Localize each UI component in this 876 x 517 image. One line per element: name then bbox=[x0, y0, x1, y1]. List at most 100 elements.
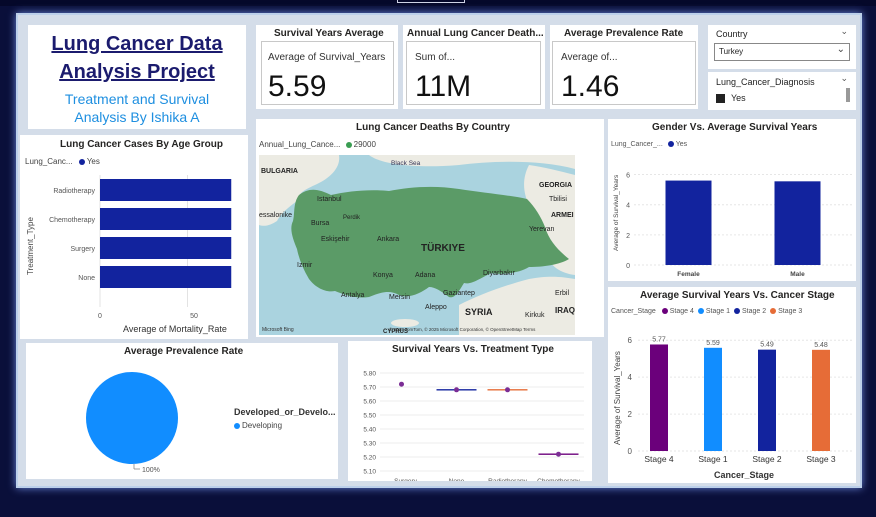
age-tick-0: 0 bbox=[98, 313, 102, 320]
age-bar[interactable] bbox=[100, 179, 232, 201]
kpi-deaths-header: Annual Lung Cancer Death... bbox=[407, 28, 544, 39]
treat-point[interactable] bbox=[556, 451, 561, 457]
country-dropdown[interactable]: Turkey ⌄ bbox=[714, 43, 850, 61]
age-category-label: Radiotherapy bbox=[53, 188, 95, 195]
map-labels: Black Sea BULGARIA GEORGIA Tbilisi ARMEI… bbox=[259, 160, 575, 335]
treat-y-tick: 5.10 bbox=[363, 469, 376, 476]
report-subtitle-line1: Treatment and Survival bbox=[64, 91, 210, 107]
report-canvas: Lung Cancer Data Analysis Project Treatm… bbox=[16, 13, 862, 488]
treat-point[interactable] bbox=[505, 387, 510, 393]
pie-slice-label: 100% bbox=[142, 467, 160, 474]
map-label: Gaziantep bbox=[443, 290, 475, 297]
kpi-deaths-card[interactable]: Annual Lung Cancer Death... Sum of... 11… bbox=[403, 25, 545, 109]
kpi-deaths-box: Sum of... 11M bbox=[406, 41, 541, 105]
gender-legend-name: Lung_Cancer_... bbox=[611, 141, 663, 148]
map-area[interactable]: Black Sea BULGARIA GEORGIA Tbilisi ARMEI… bbox=[259, 155, 575, 335]
stage-bar[interactable] bbox=[650, 344, 668, 451]
treat-point[interactable] bbox=[399, 381, 404, 387]
stage-bar[interactable] bbox=[704, 347, 722, 451]
legend-dot-icon bbox=[770, 308, 777, 315]
map-label: Ankara bbox=[377, 236, 399, 243]
country-dropdown-value: Turkey bbox=[719, 47, 744, 56]
report-title-line2: Analysis Project bbox=[59, 61, 215, 83]
treatment-chart[interactable]: Survival Years Vs. Treatment Type 5.80 5.… bbox=[348, 341, 592, 481]
legend-dot-icon bbox=[734, 308, 740, 315]
checkbox-checked-icon[interactable] bbox=[716, 94, 725, 103]
stage-category-label: Stage 1 bbox=[698, 454, 728, 464]
stage-data-label: 5.59 bbox=[706, 340, 720, 347]
stage-chart-ylabel: Average of Survival_Years bbox=[613, 351, 622, 445]
stage-data-label: 5.77 bbox=[652, 336, 666, 343]
gender-category-label: Female bbox=[677, 271, 700, 278]
top-bar bbox=[0, 0, 876, 6]
country-slicer: Country ⌄ Turkey ⌄ bbox=[708, 25, 856, 69]
prevalence-legend-item: Developing bbox=[242, 421, 283, 430]
stage-category-label: Stage 3 bbox=[806, 454, 836, 464]
diagnosis-slicer-collapse[interactable]: ⌄ bbox=[840, 74, 848, 84]
map-label: Konya bbox=[373, 272, 393, 279]
prevalence-pie: 100% bbox=[86, 372, 178, 474]
pie-slice-developing[interactable] bbox=[86, 372, 178, 464]
stage-category-label: Stage 4 bbox=[644, 454, 674, 464]
kpi-prevalence-card[interactable]: Average Prevalence Rate Average of... 1.… bbox=[550, 25, 698, 109]
gender-bar[interactable] bbox=[774, 181, 821, 265]
top-bar-tab[interactable] bbox=[397, 0, 465, 3]
age-category-label: Surgery bbox=[70, 246, 95, 253]
gender-bar[interactable] bbox=[665, 180, 712, 265]
gender-category-label: Male bbox=[790, 271, 805, 278]
map-label: ARMEI bbox=[551, 212, 574, 219]
map-label: Adana bbox=[415, 272, 435, 279]
age-bar[interactable] bbox=[100, 237, 232, 259]
stage-chart[interactable]: Average Survival Years Vs. Cancer Stage … bbox=[608, 287, 856, 483]
age-bar[interactable] bbox=[100, 208, 232, 230]
kpi-survival-card[interactable]: Survival Years Average Average of Surviv… bbox=[256, 25, 398, 109]
slicer-scrollbar[interactable] bbox=[846, 88, 850, 102]
map-copyright: © 2025 TomTom, © 2025 Microsoft Corporat… bbox=[389, 326, 536, 332]
stage-bar[interactable] bbox=[812, 349, 830, 451]
map-brand: Microsoft Bing bbox=[262, 327, 294, 333]
stage-legend-item: Stage 1 bbox=[705, 308, 730, 315]
map-label: GEORGIA bbox=[539, 182, 572, 189]
map-label: Aleppo bbox=[425, 304, 447, 311]
treat-y-tick: 5.20 bbox=[363, 455, 376, 462]
land-north-icon bbox=[259, 155, 575, 169]
country-slicer-label: Country bbox=[716, 29, 748, 39]
gender-y-tick: 4 bbox=[626, 203, 630, 210]
deaths-map-card[interactable]: Lung Cancer Deaths By Country Annual_Lun… bbox=[256, 119, 604, 337]
age-group-chart[interactable]: Lung Cancer Cases By Age Group Lung_Canc… bbox=[20, 135, 248, 339]
map-legend-item: 29000 bbox=[353, 140, 376, 149]
map-label: Black Sea bbox=[391, 160, 421, 167]
legend-dot-icon bbox=[234, 422, 240, 429]
treat-y-tick: 5.40 bbox=[363, 427, 376, 434]
prevalence-pie-card[interactable]: Average Prevalence Rate 100% Developed_o… bbox=[26, 343, 338, 479]
kpi-prevalence-value: 1.46 bbox=[561, 70, 620, 103]
age-chart-xlabel: Average of Mortality_Rate bbox=[123, 324, 227, 334]
map-label: BULGARIA bbox=[261, 168, 298, 175]
map-label: Kirkuk bbox=[525, 312, 545, 319]
gender-legend-item: Yes bbox=[675, 141, 688, 148]
treatment-chart-title: Survival Years Vs. Treatment Type bbox=[392, 344, 554, 355]
age-bar[interactable] bbox=[100, 266, 232, 288]
gender-chart[interactable]: Gender Vs. Average Survival Years Lung_C… bbox=[608, 119, 856, 281]
stage-chart-plot: Average of Survival_Years 0 2 4 6 5.77 5.59 5… bbox=[613, 336, 854, 480]
stage-y-tick: 4 bbox=[628, 373, 633, 382]
report-subtitle-line2: Analysis By Ishika A bbox=[74, 109, 200, 125]
gender-chart-ylabel: Average of Survival_Years bbox=[613, 174, 620, 251]
treat-point[interactable] bbox=[454, 387, 459, 393]
map-label: Izmir bbox=[297, 262, 313, 269]
stage-chart-xlabel: Cancer_Stage bbox=[714, 470, 774, 480]
treat-category-label: None bbox=[449, 478, 465, 481]
stage-bar[interactable] bbox=[758, 349, 776, 451]
map-label: SYRIA bbox=[465, 307, 493, 317]
legend-dot-icon bbox=[667, 141, 674, 148]
land-caucasus-icon bbox=[524, 165, 575, 275]
country-slicer-collapse[interactable]: ⌄ bbox=[840, 27, 848, 37]
treat-y-tick: 5.60 bbox=[363, 399, 376, 406]
prevalence-legend: Developing bbox=[234, 421, 282, 430]
diagnosis-option-yes[interactable]: Yes bbox=[716, 93, 816, 105]
gender-chart-plot: Average of Survival_Years 0 2 4 6 Female Mal… bbox=[613, 173, 852, 278]
stage-legend-item: Stage 3 bbox=[778, 308, 803, 315]
legend-dot-icon bbox=[345, 141, 352, 148]
age-chart-legend: Lung_Canc... Yes bbox=[25, 157, 100, 166]
age-category-label: None bbox=[78, 275, 95, 282]
